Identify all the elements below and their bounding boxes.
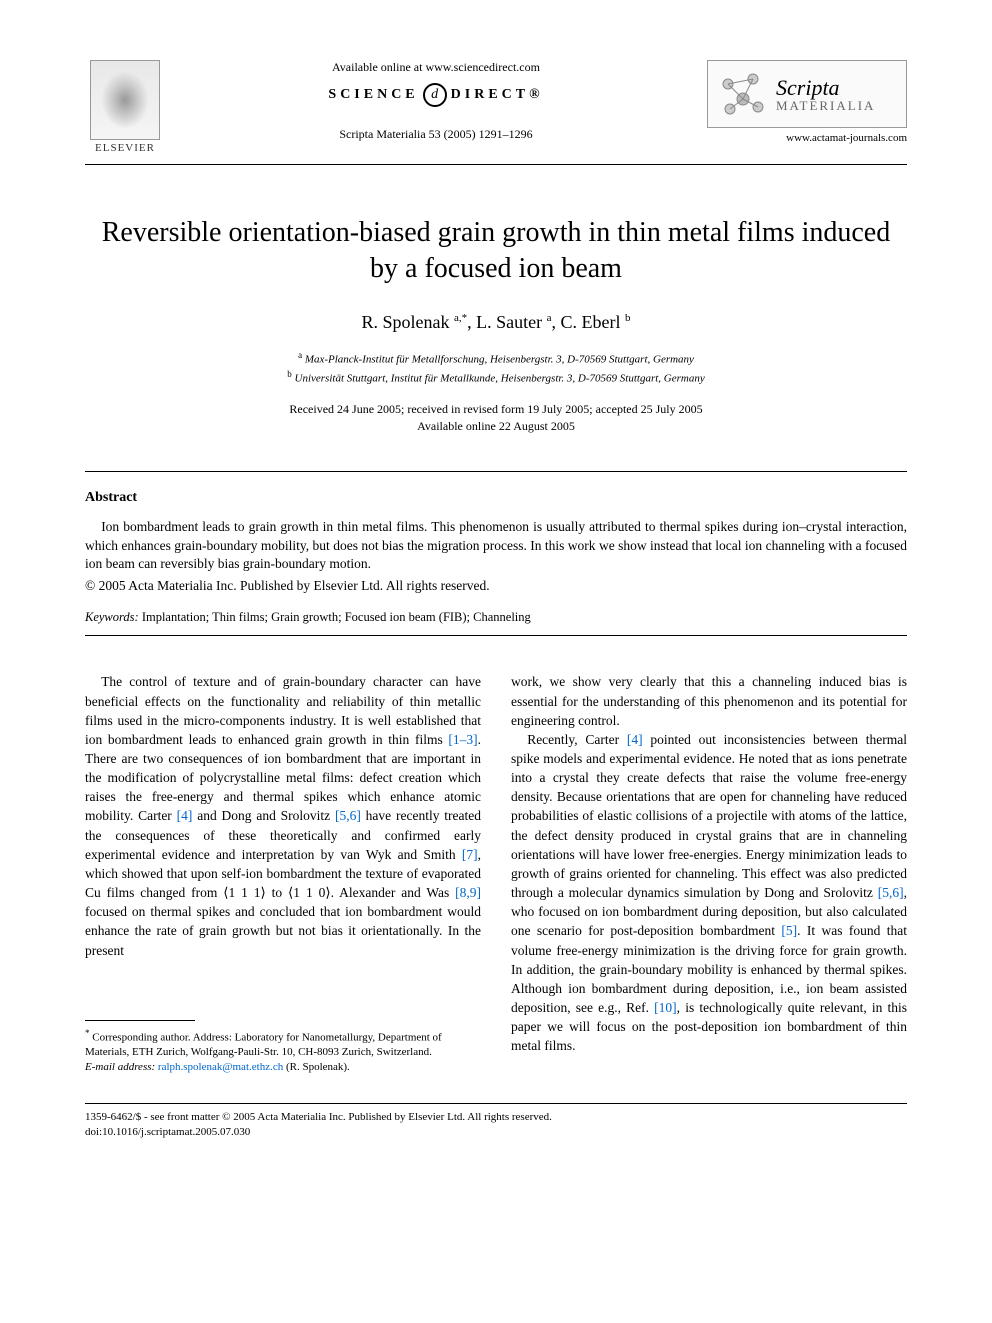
ref-link[interactable]: [1–3] [448, 732, 477, 747]
abstract-heading: Abstract [85, 490, 907, 506]
body-para-2: Recently, Carter [4] pointed out inconsi… [511, 730, 907, 1056]
ref-link[interactable]: [7] [462, 847, 478, 862]
elsevier-tree-icon [90, 60, 160, 140]
authors: R. Spolenak a,*, L. Sauter a, C. Eberl b [85, 312, 907, 333]
body-para-1-cont: work, we show very clearly that this a c… [511, 672, 907, 729]
abstract-text: Ion bombardment leads to grain growth in… [85, 518, 907, 575]
ref-link[interactable]: [10] [654, 1000, 677, 1015]
body-para-1: The control of texture and of grain-boun… [85, 672, 481, 959]
dates-line2: Available online 22 August 2005 [417, 419, 575, 433]
abstract-copyright: © 2005 Acta Materialia Inc. Published by… [85, 578, 907, 594]
journal-reference: Scripta Materialia 53 (2005) 1291–1296 [185, 127, 687, 142]
column-left: The control of texture and of grain-boun… [85, 672, 481, 1075]
ref-link[interactable]: [5,6] [878, 885, 904, 900]
column-right: work, we show very clearly that this a c… [511, 672, 907, 1075]
ref-link[interactable]: [4] [627, 732, 643, 747]
dates-line1: Received 24 June 2005; received in revis… [289, 402, 702, 416]
center-header: Available online at www.sciencedirect.co… [165, 60, 707, 142]
abstract-top-rule [85, 471, 907, 472]
journal-name-line2: MATERIALIA [776, 99, 875, 112]
journal-logo-box: Scripta MATERIALIA [707, 60, 907, 128]
affiliation-b: Universität Stuttgart, Institut für Meta… [295, 373, 705, 385]
sciencedirect-logo: SCIENCE d DIRECT® [328, 83, 543, 107]
keywords: Keywords: Implantation; Thin films; Grai… [85, 610, 907, 625]
sd-at-icon: d [423, 83, 447, 107]
footnote-email: E-mail address: ralph.spolenak@mat.ethz.… [85, 1060, 481, 1075]
email-label: E-mail address: [85, 1061, 155, 1073]
ref-link[interactable]: [4] [177, 808, 193, 823]
keywords-rule [85, 635, 907, 636]
sd-text-right: DIRECT® [451, 87, 544, 103]
publisher-logo: ELSEVIER [85, 60, 165, 154]
publisher-name: ELSEVIER [95, 142, 155, 154]
footnote-corresponding: * Corresponding author. Address: Laborat… [85, 1027, 481, 1060]
header-rule [85, 164, 907, 165]
affiliations: a Max-Planck-Institut für Metallforschun… [85, 349, 907, 387]
journal-name-line1: Scripta [776, 77, 875, 99]
journal-lattice-icon [718, 69, 768, 119]
ref-link[interactable]: [8,9] [455, 885, 481, 900]
affiliation-a: Max-Planck-Institut für Metallforschung,… [305, 353, 694, 365]
journal-url: www.actamat-journals.com [707, 132, 907, 144]
available-online-text: Available online at www.sciencedirect.co… [185, 60, 687, 75]
journal-name: Scripta MATERIALIA [776, 77, 875, 112]
keywords-label: Keywords: [85, 610, 139, 624]
keywords-text: Implantation; Thin films; Grain growth; … [139, 610, 531, 624]
email-link[interactable]: ralph.spolenak@mat.ethz.ch [158, 1061, 283, 1073]
sd-text-left: SCIENCE [328, 87, 418, 103]
journal-logo-container: Scripta MATERIALIA www.actamat-journals.… [707, 60, 907, 144]
bottom-rule [85, 1103, 907, 1104]
body-columns: The control of texture and of grain-boun… [85, 672, 907, 1075]
doi-line: doi:10.1016/j.scriptamat.2005.07.030 [85, 1125, 907, 1140]
ref-link[interactable]: [5,6] [335, 808, 361, 823]
ref-link[interactable]: [5] [781, 923, 797, 938]
article-dates: Received 24 June 2005; received in revis… [85, 401, 907, 435]
front-matter-line: 1359-6462/$ - see front matter © 2005 Ac… [85, 1110, 907, 1125]
footnote-rule [85, 1020, 195, 1021]
header-row: ELSEVIER Available online at www.science… [85, 60, 907, 154]
article-title: Reversible orientation-biased grain grow… [85, 215, 907, 288]
